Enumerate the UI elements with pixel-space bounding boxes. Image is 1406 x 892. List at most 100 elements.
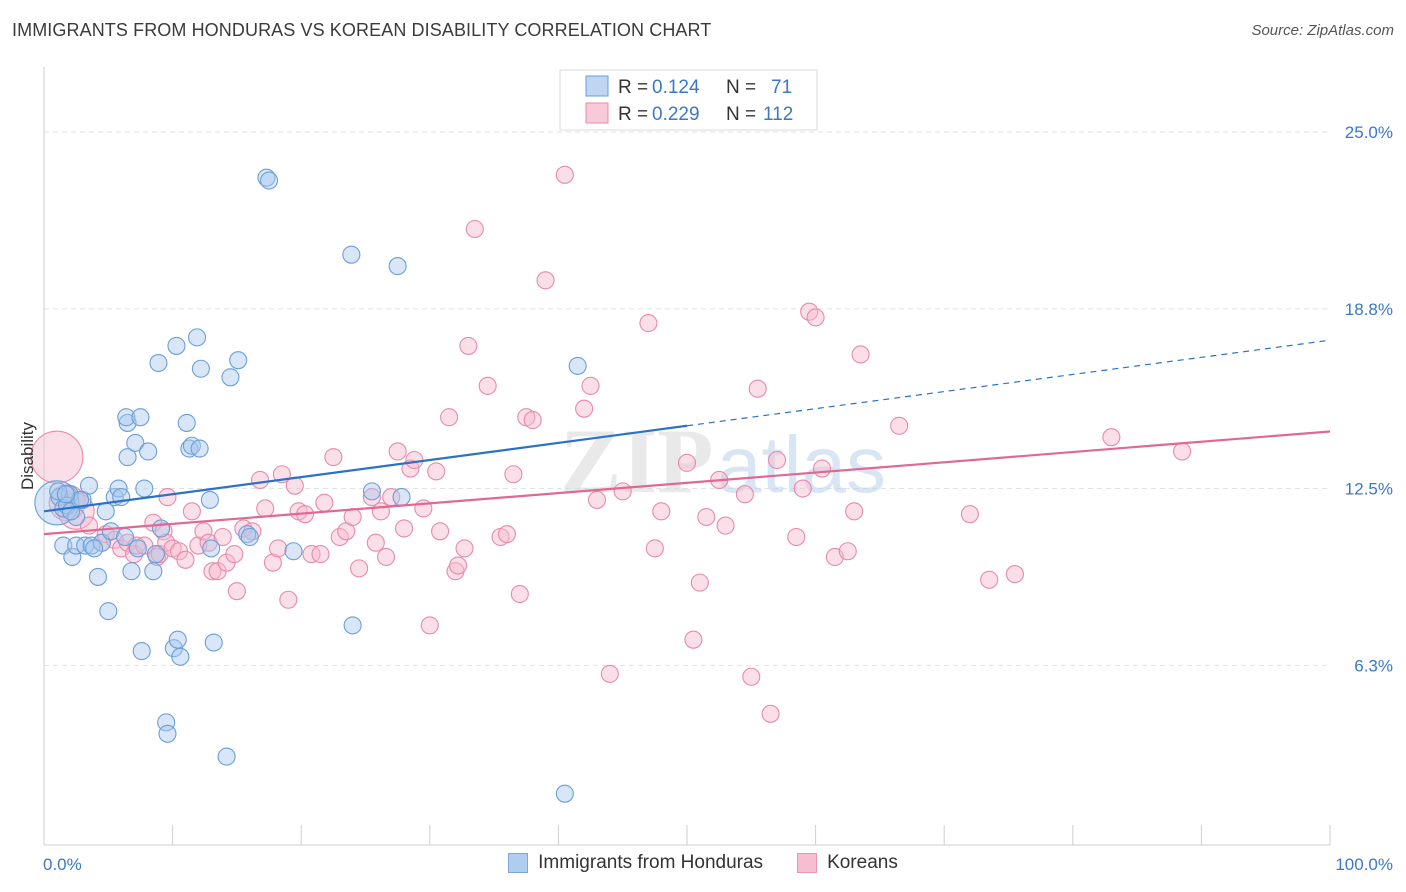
axes (43, 67, 1331, 846)
koreans-point-45 (324, 448, 343, 467)
koreans-point-104 (851, 345, 870, 364)
koreans-point-108 (1005, 565, 1024, 584)
honduras-point-46 (191, 359, 210, 378)
gridlines (44, 131, 1330, 666)
honduras-point-63 (568, 356, 587, 375)
honduras-point-54 (257, 168, 276, 187)
koreans-point-65 (449, 556, 468, 575)
honduras-point-47 (202, 539, 221, 558)
series-honduras (34, 168, 587, 803)
koreans-point-81 (600, 664, 619, 683)
legend-swatch-koreans (585, 102, 609, 124)
honduras-point-69 (122, 562, 141, 581)
koreans-point-43 (311, 545, 330, 564)
trend-line-honduras (43, 424, 688, 513)
honduras-point-36 (158, 724, 177, 743)
legend-r-value: 0.124 (652, 77, 700, 98)
x-tick-label-1: 100.0% (1335, 855, 1393, 874)
koreans-point-85 (652, 502, 671, 521)
honduras-point-19 (99, 602, 118, 621)
honduras-point-26 (131, 408, 150, 427)
koreans-point-87 (684, 630, 703, 649)
legend-label-koreans: Koreans (827, 852, 898, 873)
koreans-point-86 (677, 453, 697, 472)
koreans-point-71 (497, 525, 517, 544)
honduras-point-56 (284, 542, 303, 561)
honduras-point-51 (229, 351, 248, 370)
koreans-point-52 (371, 502, 390, 521)
koreans-point-73 (510, 584, 529, 604)
honduras-point-59 (362, 482, 381, 501)
y-tick-label-3: 25.0% (1345, 123, 1393, 142)
honduras-point-50 (221, 368, 240, 387)
koreans-point-48 (343, 507, 362, 527)
trend-lines (43, 339, 1331, 536)
legend-item-koreans[interactable]: Koreans (797, 852, 898, 874)
koreans-point-55 (388, 442, 407, 461)
koreans-point-61 (427, 462, 446, 481)
honduras-point-53 (240, 527, 259, 547)
koreans-point-76 (536, 271, 555, 290)
koreans-point-35 (263, 553, 282, 572)
koreans-point-78 (575, 399, 594, 418)
legend-item-honduras[interactable]: Immigrants from Honduras (508, 852, 763, 874)
honduras-point-24 (117, 408, 136, 427)
honduras-point-58 (343, 616, 362, 635)
koreans-point-62 (431, 522, 450, 541)
honduras-point-31 (144, 562, 163, 581)
honduras-point-29 (135, 479, 154, 498)
honduras-point-40 (171, 647, 190, 666)
koreans-point-0 (30, 430, 84, 484)
koreans-point-111 (812, 459, 832, 478)
koreans-point-82 (613, 482, 632, 501)
chart-title: IMMIGRANTS FROM HONDURAS VS KOREAN DISAB… (12, 20, 712, 40)
honduras-point-20 (112, 488, 131, 507)
honduras-point-38 (168, 630, 187, 649)
legend-swatch-honduras (585, 75, 609, 97)
koreans-point-96 (767, 450, 787, 470)
watermark: ZIP atlas (560, 410, 886, 512)
koreans-point-77 (555, 165, 574, 184)
watermark-atlas: atlas (717, 420, 886, 509)
koreans-point-92 (735, 485, 754, 504)
koreans-point-103 (845, 502, 864, 521)
honduras-point-32 (146, 545, 165, 564)
honduras-point-62 (555, 784, 574, 803)
koreans-point-53 (377, 547, 396, 567)
legend-r-label: R = (618, 104, 648, 125)
honduras-point-22 (118, 448, 137, 467)
koreans-point-100 (806, 308, 825, 327)
honduras-point-48 (204, 633, 223, 652)
honduras-point-7 (63, 547, 82, 567)
koreans-point-15 (154, 522, 173, 541)
koreans-point-105 (890, 416, 909, 435)
koreans-point-51 (366, 533, 385, 552)
koreans-point-83 (639, 314, 658, 333)
koreans-point-75 (523, 411, 542, 430)
koreans-point-36 (269, 539, 288, 558)
koreans-point-66 (455, 539, 474, 558)
honduras-point-42 (180, 439, 199, 458)
koreans-point-30 (227, 582, 246, 601)
trend-line-koreans (43, 430, 1331, 536)
koreans-point-25 (203, 562, 222, 581)
koreans-point-88 (690, 573, 709, 592)
y-tick-label-0: 6.3% (1354, 656, 1393, 675)
honduras-point-52 (238, 525, 257, 544)
koreans-point-79 (581, 376, 600, 395)
honduras-point-45 (190, 439, 209, 458)
koreans-point-21 (182, 502, 201, 521)
honduras-point-12 (82, 536, 101, 555)
honduras-point-61 (392, 488, 411, 507)
watermark-zip: ZIP (560, 410, 713, 512)
series-legend: Immigrants from Honduras Koreans (0, 852, 1406, 874)
honduras-point-55 (259, 171, 279, 190)
koreans-point-72 (504, 465, 523, 484)
koreans-point-98 (793, 479, 812, 498)
koreans-point-109 (1102, 428, 1121, 447)
koreans-point-69 (478, 376, 497, 395)
legend-swatch-honduras (508, 853, 529, 873)
honduras-point-30 (139, 442, 158, 461)
koreans-point-68 (465, 219, 484, 239)
